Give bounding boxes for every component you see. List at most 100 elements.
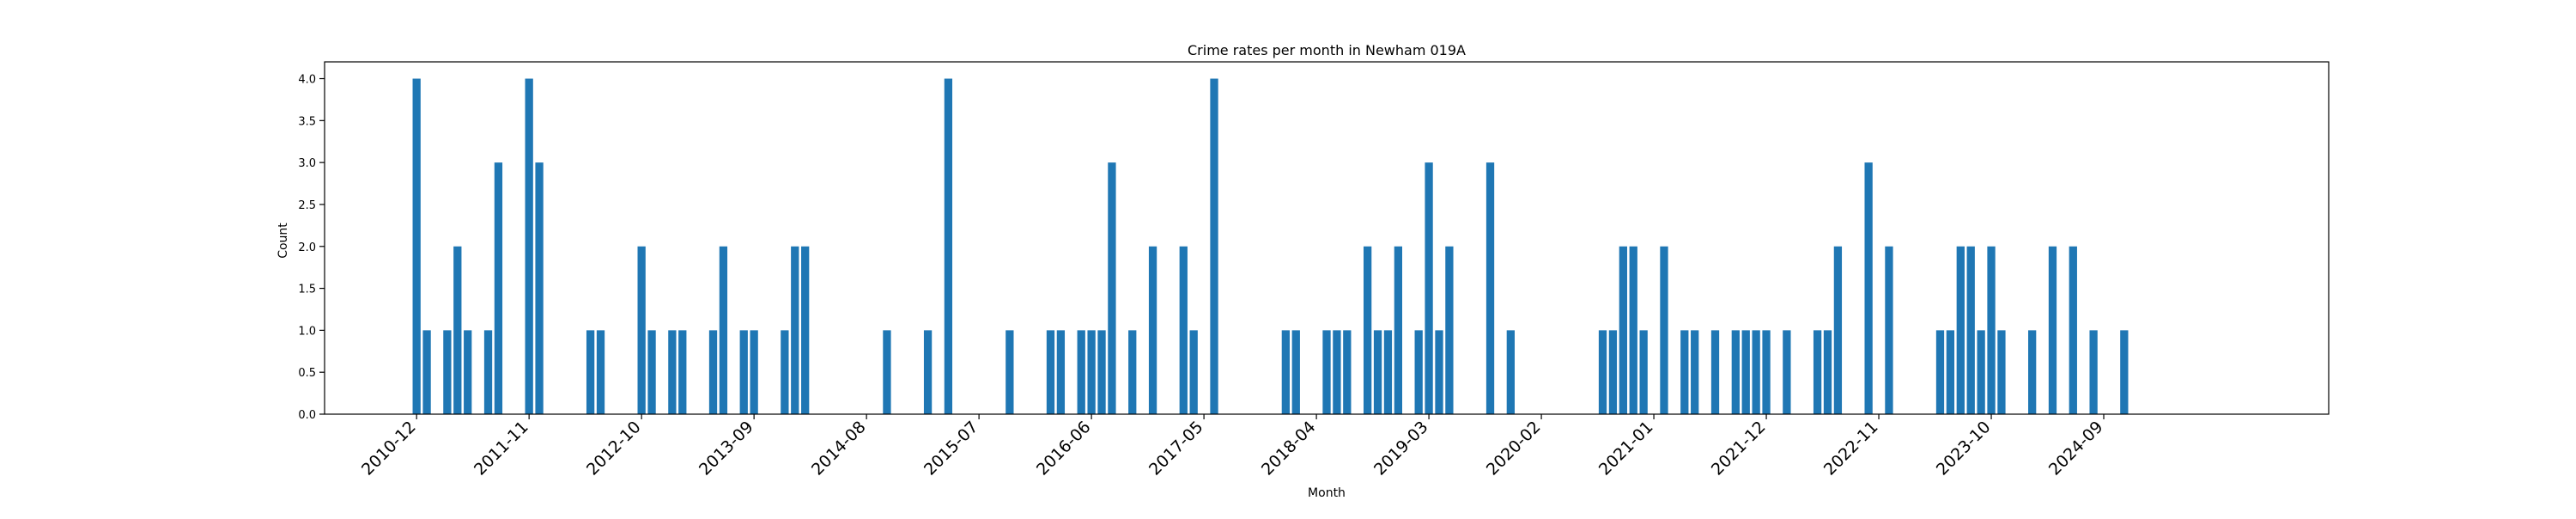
- bar: [464, 330, 472, 414]
- bar: [1864, 162, 1873, 414]
- bar: [1343, 330, 1352, 414]
- bar: [1046, 330, 1055, 414]
- bar: [443, 330, 452, 414]
- bar: [944, 78, 953, 415]
- x-tick-label: 2010-12: [358, 418, 420, 479]
- bar: [586, 330, 595, 414]
- bar: [1373, 330, 1382, 414]
- bar: [453, 246, 462, 414]
- bar: [1731, 330, 1740, 414]
- bar: [923, 330, 933, 414]
- bar: [1660, 246, 1668, 414]
- bar: [1885, 246, 1893, 414]
- chart-title: Crime rates per month in Newham 019A: [1188, 42, 1466, 58]
- bar: [1383, 330, 1393, 414]
- plot-frame: [324, 61, 2330, 415]
- bar: [1813, 330, 1822, 414]
- x-tick-label: 2013-09: [696, 418, 757, 479]
- y-tick-label: 3.0: [298, 157, 316, 170]
- bar: [1097, 330, 1106, 414]
- bar: [1783, 330, 1791, 414]
- y-axis-label: Count: [276, 223, 290, 259]
- bar: [781, 330, 789, 414]
- bar: [596, 330, 605, 414]
- bar: [678, 330, 687, 414]
- bar: [483, 330, 493, 414]
- bar: [535, 162, 544, 414]
- bar: [412, 78, 421, 415]
- x-tick-label: 2020-02: [1483, 418, 1545, 479]
- bar: [1485, 162, 1495, 414]
- bar: [1414, 330, 1423, 414]
- bar: [2048, 246, 2057, 414]
- bar: [494, 162, 503, 414]
- x-tick-label: 2021-12: [1708, 418, 1770, 479]
- y-axis: 0.0 0.5 1.0 1.5 2.0 2.5 3.0 3.5 4.0: [298, 74, 325, 422]
- x-tick-label: 2019-03: [1370, 418, 1432, 479]
- bar: [1394, 246, 1402, 414]
- x-tick-label: 2017-05: [1145, 418, 1207, 479]
- bar: [1823, 330, 1832, 414]
- bar: [1987, 246, 1996, 414]
- bar: [1741, 330, 1750, 414]
- bar: [1691, 330, 1699, 414]
- x-tick-label: 2016-06: [1033, 418, 1095, 479]
- bar: [1629, 246, 1637, 414]
- bar: [1363, 246, 1372, 414]
- y-tick-label: 3.5: [298, 115, 316, 128]
- bar: [1189, 330, 1198, 414]
- bars-layer: [412, 78, 2129, 415]
- bar: [739, 330, 748, 414]
- bar: [1608, 330, 1618, 414]
- x-axis-label: Month: [1308, 486, 1346, 500]
- bar: [1128, 330, 1137, 414]
- bar: [668, 330, 677, 414]
- bar: [1148, 246, 1157, 414]
- bar: [883, 330, 891, 414]
- bar: [1087, 330, 1096, 414]
- bar: [2069, 246, 2077, 414]
- x-tick-label: 2022-11: [1820, 418, 1882, 479]
- bar: [1752, 330, 1760, 414]
- bar: [1333, 330, 1341, 414]
- bar: [1977, 330, 1985, 414]
- y-tick-label: 2.0: [298, 241, 316, 254]
- x-tick-label: 2011-11: [471, 418, 532, 479]
- x-tick-label: 2021-01: [1595, 418, 1657, 479]
- x-tick-label: 2023-10: [1933, 418, 1995, 479]
- bar: [1956, 246, 1965, 414]
- bar: [637, 246, 646, 414]
- bar: [1506, 330, 1515, 414]
- bar: [1710, 330, 1720, 414]
- bar: [1281, 330, 1291, 414]
- bar: [647, 330, 656, 414]
- y-tick-label: 1.0: [298, 325, 316, 338]
- y-tick-label: 4.0: [298, 74, 316, 87]
- bar: [1322, 330, 1331, 414]
- bar: [2028, 330, 2037, 414]
- bar: [1108, 162, 1116, 414]
- bar: [1425, 162, 1433, 414]
- bar: [1997, 330, 2006, 414]
- bar: [750, 330, 758, 414]
- bar: [525, 78, 533, 415]
- bar: [1762, 330, 1771, 414]
- x-tick-label: 2015-07: [920, 418, 982, 479]
- y-tick-label: 1.5: [298, 284, 316, 296]
- x-axis: 2010-12 2011-11 2012-10 2013-09 2014-08 2015-…: [358, 414, 2107, 479]
- bar: [1005, 330, 1014, 414]
- y-tick-label: 2.5: [298, 199, 316, 212]
- bar: [1056, 330, 1066, 414]
- bar: [708, 330, 718, 414]
- bar: [1833, 246, 1843, 414]
- y-tick-label: 0.0: [298, 409, 316, 422]
- x-tick-label: 2014-08: [808, 418, 870, 479]
- bar: [719, 246, 728, 414]
- bar: [1966, 246, 1975, 414]
- bar: [1435, 330, 1443, 414]
- bar: [791, 246, 799, 414]
- bar: [1680, 330, 1689, 414]
- x-tick-label: 2024-09: [2045, 418, 2107, 479]
